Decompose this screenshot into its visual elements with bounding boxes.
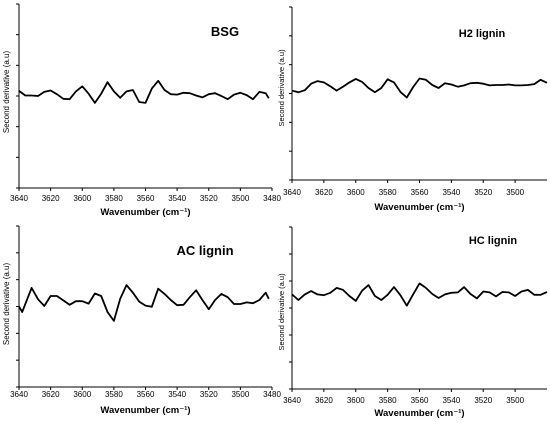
x-tick-label-3500: 3500 [231,390,249,399]
x-tick-label-3480: 3480 [263,390,281,399]
series-line-h2-lignin [291,77,548,99]
x-tick-label-3640: 3640 [283,188,301,197]
x-tick-label-3560: 3560 [411,188,429,197]
chart-h2-lignin: 3640 3620 3600 3580 3560 3540 3520 3500 Wavenumb… [277,6,548,213]
chart-title: AC lignin [176,243,233,258]
x-tick-label-3600: 3600 [73,194,91,203]
x-tick-label-3600: 3600 [347,188,365,197]
x-tick-label-3560: 3560 [411,396,429,405]
x-tick-label-3580: 3580 [379,396,397,405]
x-tick-label-3580: 3580 [105,194,123,203]
chart-title: H2 lignin [459,28,506,40]
x-tick-label-3560: 3560 [137,194,155,203]
x-tick-label-3540: 3540 [168,390,186,399]
x-tick-label-3500: 3500 [231,194,249,203]
x-tick-label-3640: 3640 [10,390,28,399]
x-tick-label-3540: 3540 [442,396,460,405]
x-tick-label-3520: 3520 [474,396,492,405]
x-tick-label-3600: 3600 [347,396,365,405]
chart-title: HC lignin [469,235,518,247]
y-axis-label: Second derivative (a.u) [2,51,11,134]
x-tick-label-3580: 3580 [379,188,397,197]
series-line-bsg [18,79,270,104]
x-tick-label-3640: 3640 [10,194,28,203]
chart-hc-lignin: 3640 3620 3600 3580 3560 3540 3520 3500 Wavenumb… [277,226,548,419]
y-axis-label: Second derivative (a.u) [277,273,286,351]
x-tick-label-3620: 3620 [42,390,60,399]
y-axis-label: Second derivative (a.u) [2,263,11,346]
x-tick-label-3620: 3620 [315,188,333,197]
x-axis-label: Wavenumber (cm⁻¹) [100,405,190,416]
x-tick-label-3560: 3560 [137,390,155,399]
x-tick-label-3540: 3540 [168,194,186,203]
y-axis-label: Second derivative (a.u) [277,49,286,127]
series-line-hc-lignin [291,282,548,307]
series-line-ac-lignin [18,284,270,322]
chart-title: BSG [211,24,239,39]
x-tick-label-3520: 3520 [200,194,218,203]
x-tick-label-3520: 3520 [474,188,492,197]
x-axis-label: Wavenumber (cm⁻¹) [374,202,464,213]
chart-ac-lignin: 3640 3620 3600 3580 3560 3540 3520 3500 3480 Wave… [2,225,281,416]
x-tick-label-3640: 3640 [283,396,301,405]
x-tick-label-3500: 3500 [506,188,524,197]
x-tick-label-3500: 3500 [506,396,524,405]
x-tick-label-3520: 3520 [200,390,218,399]
chart-bsg: 3640 3620 3600 3580 3560 3540 3520 3500 3480 Wave… [2,3,281,218]
x-tick-label-3620: 3620 [315,396,333,405]
x-tick-label-3620: 3620 [42,194,60,203]
x-axis-label: Wavenumber (cm⁻¹) [100,207,190,218]
x-axis-label: Wavenumber (cm⁻¹) [374,408,464,419]
x-tick-label-3540: 3540 [442,188,460,197]
x-tick-label-3580: 3580 [105,390,123,399]
x-tick-label-3600: 3600 [73,390,91,399]
x-tick-label-3480: 3480 [263,194,281,203]
